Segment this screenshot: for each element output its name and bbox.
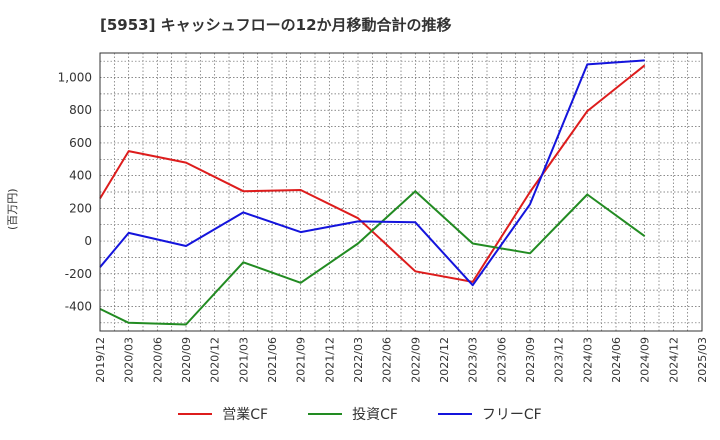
- x-tick-label: 2023/12: [553, 337, 566, 383]
- x-tick-label: 2020/12: [209, 337, 222, 383]
- legend-item-investing-cf: 投資CF: [308, 404, 398, 424]
- y-tick-label: 200: [69, 201, 92, 215]
- legend: 営業CF 投資CF フリーCF: [0, 404, 720, 424]
- y-tick-label: 800: [69, 103, 92, 117]
- legend-label: フリーCF: [481, 407, 542, 423]
- y-tick-label: 1,000: [58, 71, 92, 85]
- x-tick-label: 2020/03: [123, 337, 136, 383]
- x-tick-label: 2024/12: [667, 337, 680, 383]
- x-tick-label: 2024/06: [610, 337, 623, 383]
- x-tick-label: 2020/06: [151, 337, 164, 383]
- x-tick-label: 2021/09: [295, 337, 308, 383]
- x-tick-label: 2024/09: [639, 337, 652, 383]
- x-tick-label: 2021/06: [266, 337, 279, 383]
- legend-label: 営業CF: [222, 407, 269, 423]
- x-tick-labels: 2019/12 2020/03 2020/06 2020/09 2020/12 2021/…: [94, 337, 709, 383]
- x-tick-label: 2023/09: [524, 337, 537, 383]
- y-tick-label: -200: [65, 267, 92, 281]
- y-tick-label: 0: [84, 234, 92, 248]
- legend-swatch: [178, 413, 213, 415]
- x-tick-label: 2021/12: [323, 337, 336, 383]
- x-tick-label: 2024/03: [581, 337, 594, 383]
- x-tick-label: 2023/06: [495, 337, 508, 383]
- series-line-2: [99, 59, 645, 287]
- x-tick-label: 2022/12: [438, 337, 451, 383]
- plot-frame: [99, 52, 703, 332]
- legend-item-operating-cf: 営業CF: [178, 404, 268, 424]
- chart-title: [5953] キャッシュフローの12か月移動合計の推移: [100, 16, 452, 34]
- series-lines: [99, 59, 646, 326]
- series-line-1: [99, 190, 646, 326]
- x-tick-label: 2025/03: [696, 337, 709, 383]
- x-tick-label: 2022/06: [381, 337, 394, 383]
- x-tick-label: 2020/09: [180, 337, 193, 383]
- x-tick-label: 2021/03: [237, 337, 250, 383]
- legend-swatch: [308, 413, 343, 415]
- x-tick-label: 2022/09: [409, 337, 422, 383]
- x-tick-label: 2023/03: [467, 337, 480, 383]
- x-tick-label: 2019/12: [94, 337, 107, 383]
- x-tick-label: 2022/03: [352, 337, 365, 383]
- y-tick-label: 400: [69, 169, 92, 183]
- grid: [99, 53, 703, 331]
- y-tick-label: -400: [65, 299, 92, 313]
- series-line-0: [99, 64, 646, 283]
- y-tick-labels: -400 -200 0 200 400 600 800 1,000: [58, 71, 92, 314]
- legend-label: 投資CF: [352, 407, 398, 423]
- legend-item-free-cf: フリーCF: [437, 404, 542, 424]
- legend-swatch: [437, 413, 472, 415]
- y-tick-label: 600: [69, 136, 92, 150]
